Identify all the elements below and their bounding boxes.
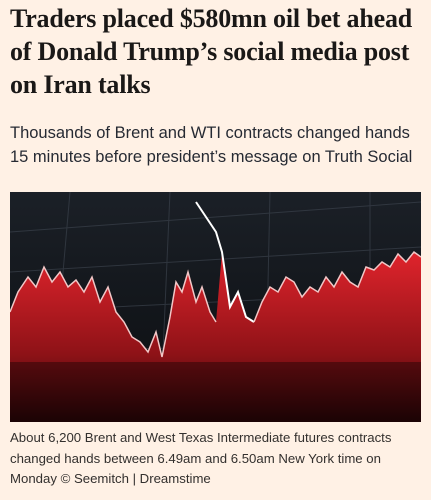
standfirst: Thousands of Brent and WTI contracts cha… xyxy=(10,124,413,166)
image-caption: About 6,200 Brent and West Texas Interme… xyxy=(10,430,392,486)
headline: Traders placed $580mn oil bet ahead of D… xyxy=(10,4,413,99)
article-image xyxy=(10,192,421,422)
